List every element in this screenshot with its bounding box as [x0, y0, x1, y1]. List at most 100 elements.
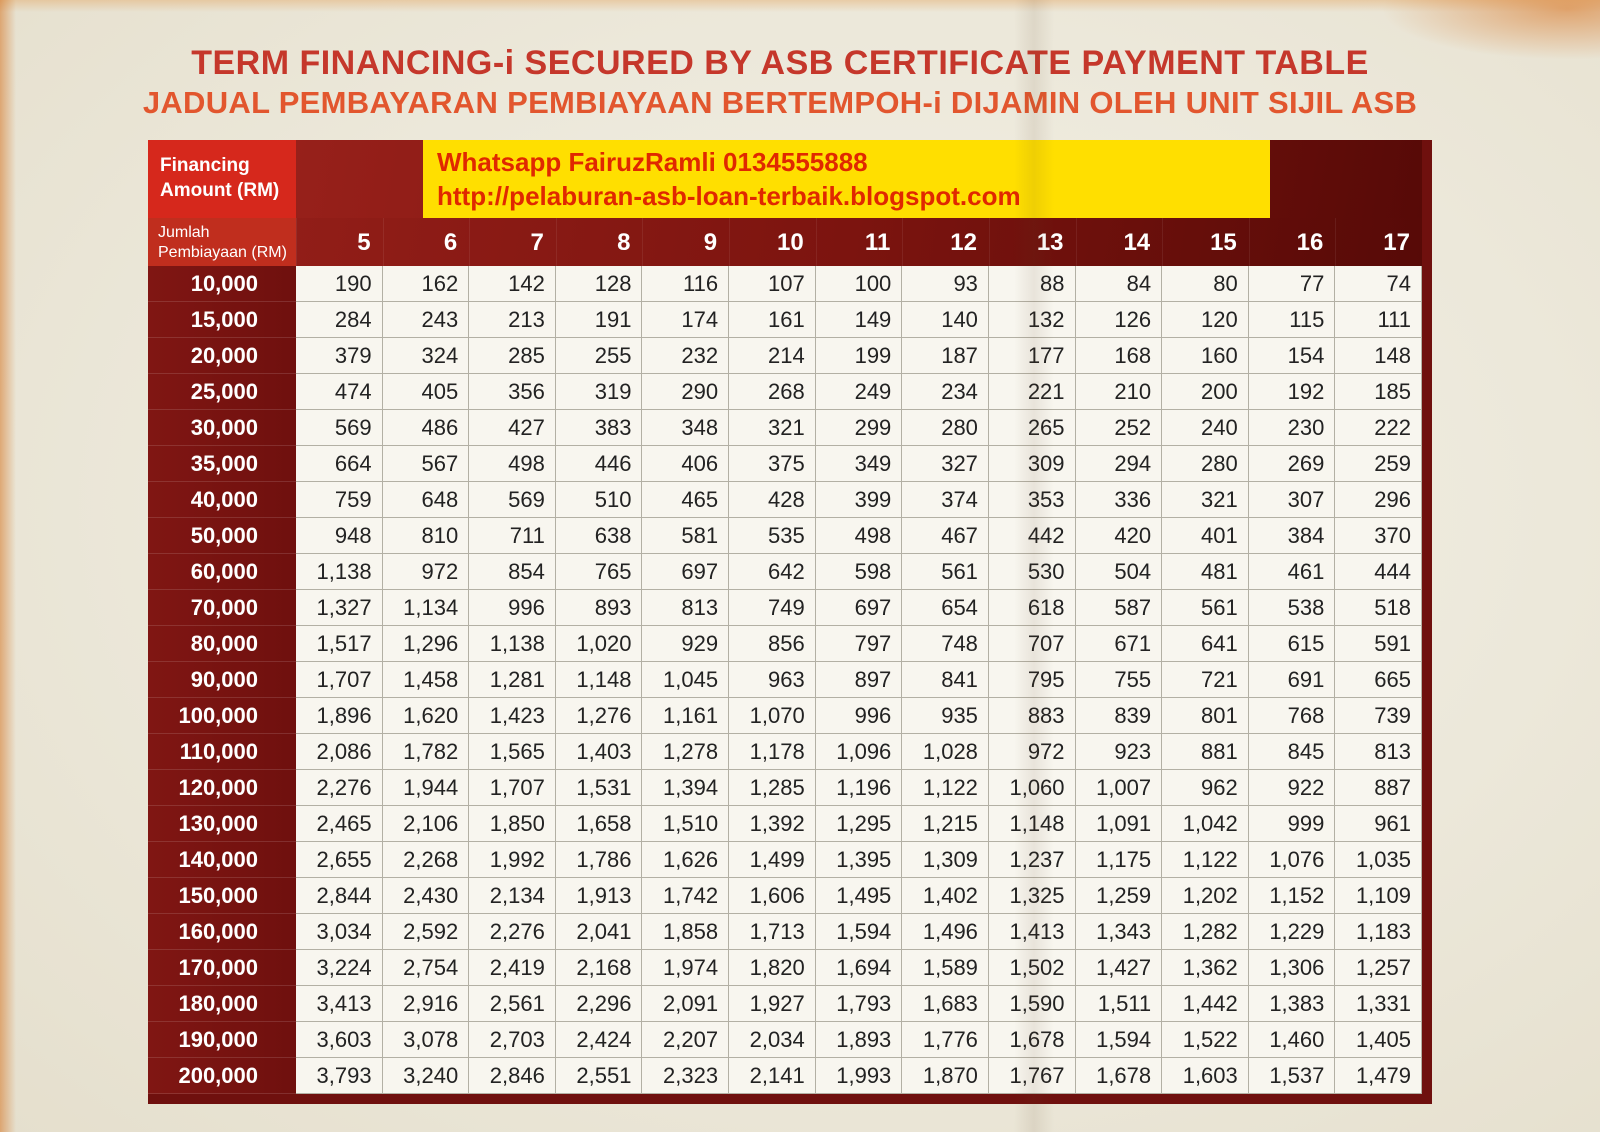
payment-value-cell: 1,045: [642, 662, 730, 698]
table-row: 30,000 569 486 427 383 348 321 299 280 265 252 240 2…: [148, 410, 1422, 446]
payment-value-cell: 1,678: [1075, 1058, 1163, 1094]
table-row: 200,000 3,793 3,240 2,846 2,551 2,323 2,141 1,9…: [148, 1058, 1422, 1094]
financing-amount-label: 25,000: [148, 374, 296, 410]
payment-value-cell: 107: [729, 266, 816, 302]
payment-value-cell: 881: [1162, 734, 1249, 770]
payment-value-cell: 324: [382, 338, 470, 374]
table-row: 170,000 3,224 2,754 2,419 2,168 1,974 1,820 1,6…: [148, 950, 1422, 986]
payment-value-cell: 1,992: [469, 842, 556, 878]
payment-value-cell: 255: [555, 338, 643, 374]
payment-value-cell: 1,028: [902, 734, 989, 770]
term-year-header: 12: [902, 218, 989, 266]
payment-value-cell: 1,202: [1162, 878, 1249, 914]
financing-amount-label: 100,000: [148, 698, 296, 734]
payment-value-cell: 1,565: [469, 734, 556, 770]
payment-value-cell: 374: [902, 482, 989, 518]
payment-value-cell: 116: [642, 266, 730, 302]
payment-value-cell: 214: [729, 338, 816, 374]
payment-value-cell: 192: [1248, 374, 1336, 410]
payment-value-cell: 618: [988, 590, 1076, 626]
payment-value-cell: 1,122: [1162, 842, 1249, 878]
payment-value-cell: 399: [815, 482, 903, 518]
payment-value-cell: 280: [1162, 446, 1249, 482]
payment-value-cell: 2,323: [642, 1058, 730, 1094]
payment-value-cell: 996: [469, 590, 556, 626]
payment-value-cell: 1,820: [729, 950, 816, 986]
financing-amount-label: 120,000: [148, 770, 296, 806]
payment-value-cell: 74: [1335, 266, 1422, 302]
payment-value-cell: 1,395: [815, 842, 903, 878]
term-year-header: 5: [296, 218, 383, 266]
payment-value-cell: 187: [902, 338, 989, 374]
payment-value-cell: 2,276: [296, 770, 383, 806]
payment-value-cell: 486: [382, 410, 470, 446]
payment-value-cell: 210: [1075, 374, 1163, 410]
payment-value-cell: 80: [1162, 266, 1249, 302]
payment-value-cell: 265: [988, 410, 1076, 446]
term-year-header: 16: [1248, 218, 1336, 266]
payment-value-cell: 1,362: [1162, 950, 1249, 986]
payment-value-cell: 1,658: [555, 806, 643, 842]
payment-value-cell: 401: [1162, 518, 1249, 554]
payment-value-cell: 929: [642, 626, 730, 662]
payment-value-cell: 2,034: [729, 1022, 816, 1058]
table-row: 110,000 2,086 1,782 1,565 1,403 1,278 1,178 1,0…: [148, 734, 1422, 770]
payment-value-cell: 2,465: [296, 806, 383, 842]
payment-value-cell: 1,183: [1335, 914, 1422, 950]
payment-value-cell: 697: [642, 554, 730, 590]
payment-value-cell: 111: [1335, 302, 1422, 338]
payment-value-cell: 3,413: [296, 986, 383, 1022]
table-row: 60,000 1,138 972 854 765 697 642 598 561 530 504 48…: [148, 554, 1422, 590]
payment-value-cell: 1,060: [988, 770, 1076, 806]
whatsapp-contact-text: Whatsapp FairuzRamli 0134555888: [437, 147, 868, 177]
payment-value-cell: 1,589: [902, 950, 989, 986]
payment-value-cell: 1,870: [902, 1058, 989, 1094]
financing-amount-label: 70,000: [148, 590, 296, 626]
payment-value-cell: 336: [1075, 482, 1163, 518]
payment-value-cell: 177: [988, 338, 1076, 374]
financing-amount-label: 15,000: [148, 302, 296, 338]
payment-value-cell: 199: [815, 338, 903, 374]
payment-value-cell: 1,138: [469, 626, 556, 662]
payment-value-cell: 1,259: [1075, 878, 1163, 914]
payment-value-cell: 406: [642, 446, 730, 482]
payment-value-cell: 384: [1248, 518, 1336, 554]
payment-value-cell: 174: [642, 302, 730, 338]
financing-amount-label: 50,000: [148, 518, 296, 554]
payment-value-cell: 356: [469, 374, 556, 410]
payment-value-cell: 1,776: [902, 1022, 989, 1058]
financing-amount-label: 80,000: [148, 626, 296, 662]
payment-value-cell: 1,495: [815, 878, 903, 914]
page-title: TERM FINANCING-i SECURED BY ASB CERTIFIC…: [191, 44, 1369, 82]
payment-value-cell: 1,793: [815, 986, 903, 1022]
table-row: 120,000 2,276 1,944 1,707 1,531 1,394 1,285 1,1…: [148, 770, 1422, 806]
financing-amount-label: 30,000: [148, 410, 296, 446]
payment-value-cell: 2,268: [382, 842, 470, 878]
jumlah-pembiayaan-header: Jumlah Pembiayaan (RM): [148, 218, 296, 266]
scan-artifact: [0, 0, 16, 1132]
payment-value-cell: 2,754: [382, 950, 470, 986]
table-row: 40,000 759 648 569 510 465 428 399 374 353 336 321 3…: [148, 482, 1422, 518]
payment-value-cell: 1,285: [729, 770, 816, 806]
payment-value-cell: 2,041: [555, 914, 643, 950]
payment-value-cell: 1,042: [1162, 806, 1249, 842]
payment-value-cell: 1,442: [1162, 986, 1249, 1022]
financing-amount-label: 10,000: [148, 266, 296, 302]
payment-value-cell: 648: [382, 482, 470, 518]
payment-value-cell: 1,138: [296, 554, 383, 590]
payment-value-cell: 671: [1075, 626, 1163, 662]
table-body: 10,000 190 162 142 128 116 107 100 93 88 84 80 77 74 1…: [148, 266, 1422, 1094]
payment-value-cell: 299: [815, 410, 903, 446]
payment-value-cell: 1,499: [729, 842, 816, 878]
payment-value-cell: 2,207: [642, 1022, 730, 1058]
payment-value-cell: 1,020: [555, 626, 643, 662]
term-year-header: 8: [555, 218, 643, 266]
financing-amount-label: 180,000: [148, 986, 296, 1022]
payment-value-cell: 1,742: [642, 878, 730, 914]
payment-value-cell: 1,306: [1248, 950, 1336, 986]
table-row: 150,000 2,844 2,430 2,134 1,913 1,742 1,606 1,4…: [148, 878, 1422, 914]
payment-value-cell: 498: [815, 518, 903, 554]
payment-value-cell: 446: [555, 446, 643, 482]
payment-value-cell: 739: [1335, 698, 1422, 734]
payment-value-cell: 615: [1248, 626, 1336, 662]
